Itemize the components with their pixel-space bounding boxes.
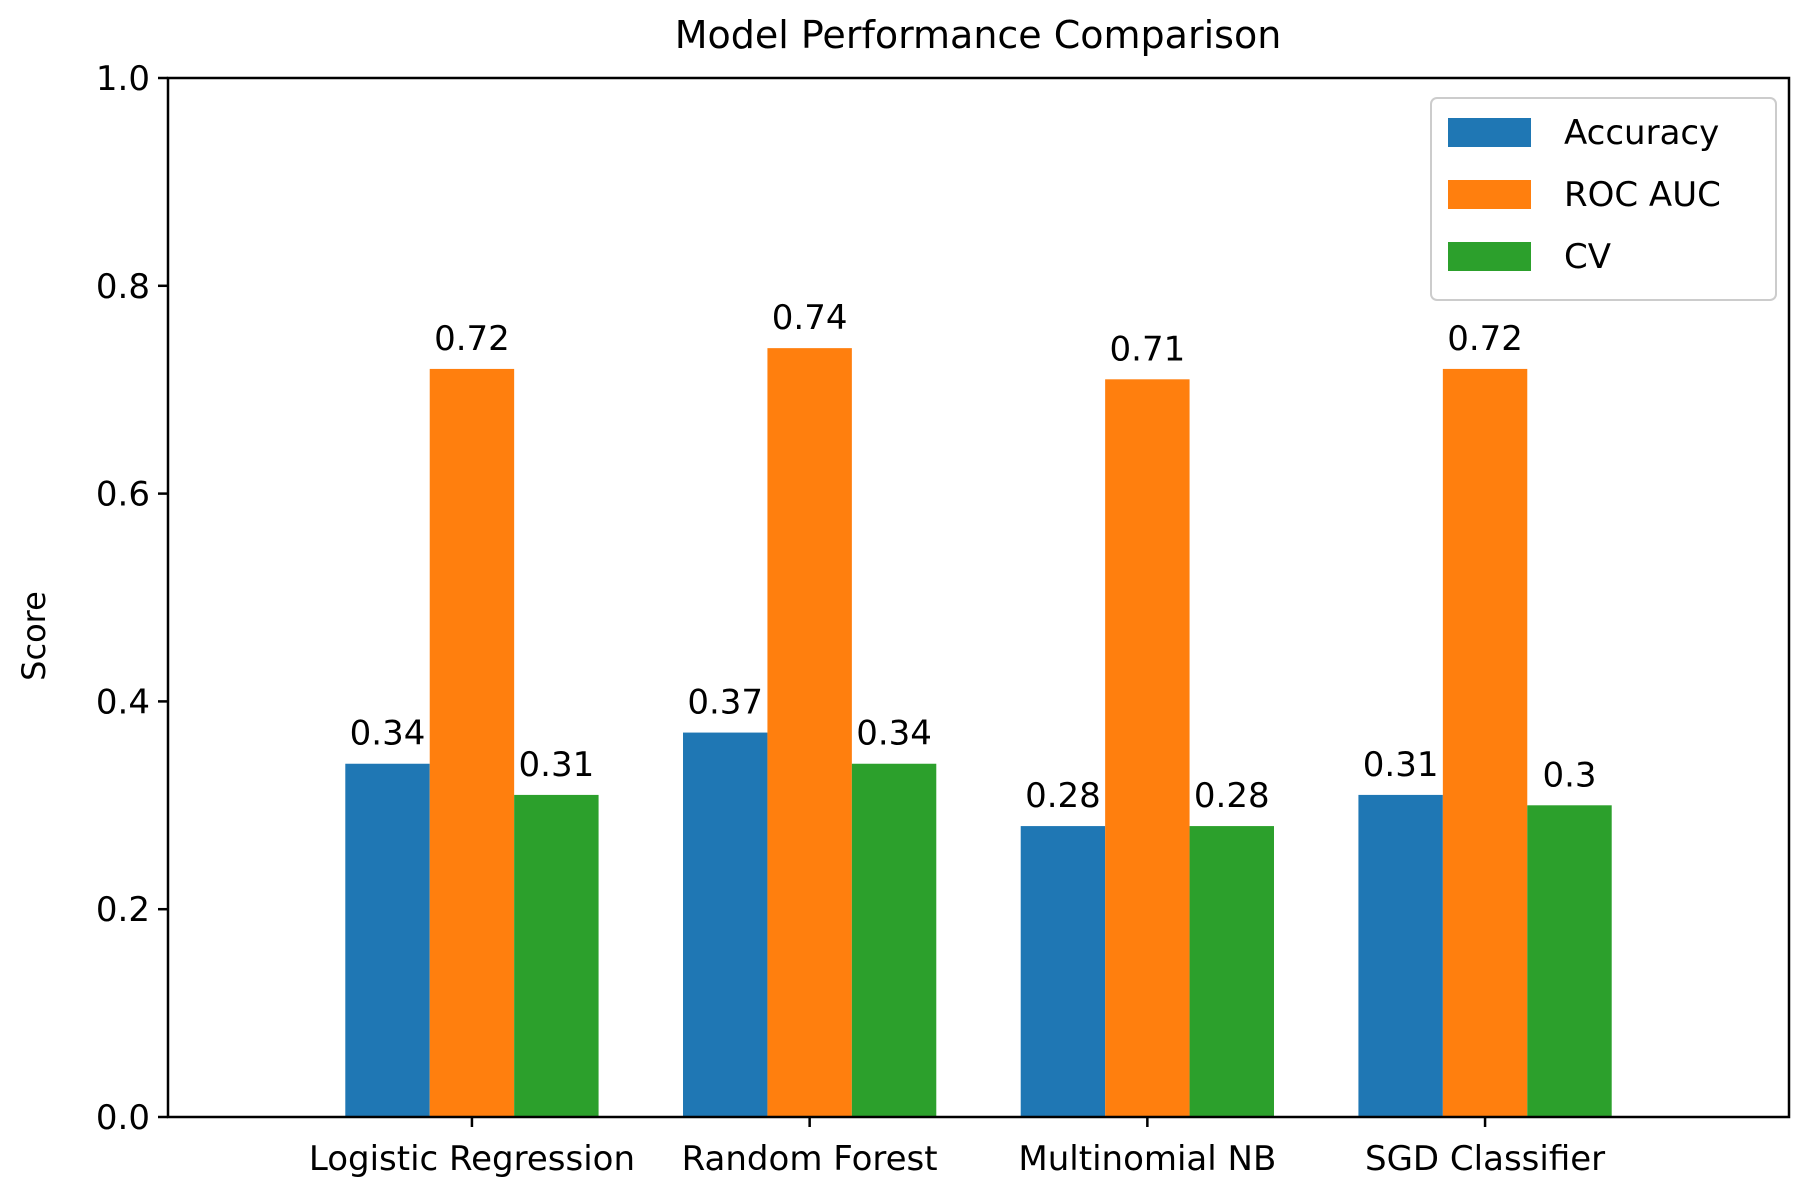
bar-value-label: 0.3 <box>1542 755 1596 795</box>
legend-swatch-roc-auc <box>1448 180 1531 209</box>
bar-cv-multinomial-nb <box>1189 826 1274 1117</box>
bar-cv-sgd-classifier <box>1527 805 1612 1117</box>
x-tick-label-multinomial-nb: Multinomial NB <box>1018 1139 1276 1179</box>
bar-accuracy-logistic-regression <box>345 763 430 1117</box>
bar-roc-auc-logistic-regression <box>429 368 515 1117</box>
bar-value-label: 0.34 <box>350 714 426 754</box>
bar-value-label: 0.31 <box>519 745 595 785</box>
bar-value-label: 0.74 <box>772 298 848 338</box>
bar-cv-random-forest <box>851 763 937 1117</box>
y-axis-label: Score <box>15 591 53 681</box>
bar-roc-auc-multinomial-nb <box>1105 379 1190 1117</box>
x-axis: Logistic Regression Random Forest Multinom… <box>309 1117 1605 1179</box>
bar-value-label: 0.34 <box>856 714 932 754</box>
y-tick-label: 1.0 <box>96 59 150 99</box>
bar-value-label: 0.72 <box>434 319 510 359</box>
legend-swatch-accuracy <box>1448 118 1531 147</box>
legend-label-roc-auc: ROC AUC <box>1564 175 1721 215</box>
plot-frame <box>166 76 1791 1119</box>
bar-value-label: 0.72 <box>1447 319 1523 359</box>
bar-value-label: 0.31 <box>1363 745 1439 785</box>
bar-accuracy-multinomial-nb <box>1020 826 1106 1117</box>
bar-value-label: 0.71 <box>1110 329 1186 369</box>
bar-value-label: 0.28 <box>1194 776 1270 816</box>
y-tick-label: 0.2 <box>96 890 150 930</box>
bar-labels-layer: 0.34 0.72 0.31 0.37 0.74 0.34 0.28 0.71 0.28 0.31… <box>350 298 1597 816</box>
bar-accuracy-sgd-classifier <box>1358 794 1443 1117</box>
legend-label-accuracy: Accuracy <box>1564 113 1719 153</box>
bar-roc-auc-sgd-classifier <box>1442 368 1528 1117</box>
y-tick-label: 0.8 <box>96 267 150 307</box>
x-tick-label-random-forest: Random Forest <box>682 1139 938 1179</box>
bar-value-label: 0.37 <box>687 683 763 723</box>
y-tick-label: 0.0 <box>96 1098 150 1138</box>
bar-value-label: 0.28 <box>1025 776 1101 816</box>
y-tick-label: 0.6 <box>96 475 150 515</box>
legend: Accuracy ROC AUC CV <box>1430 97 1777 301</box>
x-tick-label-logistic-regression: Logistic Regression <box>309 1139 635 1179</box>
y-axis: 0.0 0.2 0.4 0.6 0.8 1.0 <box>96 59 168 1138</box>
bars-layer <box>345 348 1612 1117</box>
legend-label-cv: CV <box>1564 237 1611 277</box>
bar-roc-auc-random-forest <box>767 348 852 1117</box>
x-tick-label-sgd-classifier: SGD Classifier <box>1365 1139 1605 1179</box>
bar-accuracy-random-forest <box>683 732 768 1117</box>
chart-title: Model Performance Comparison <box>675 13 1282 57</box>
legend-swatch-cv <box>1448 242 1531 271</box>
bar-cv-logistic-regression <box>514 794 599 1117</box>
y-tick-label: 0.4 <box>96 682 150 722</box>
